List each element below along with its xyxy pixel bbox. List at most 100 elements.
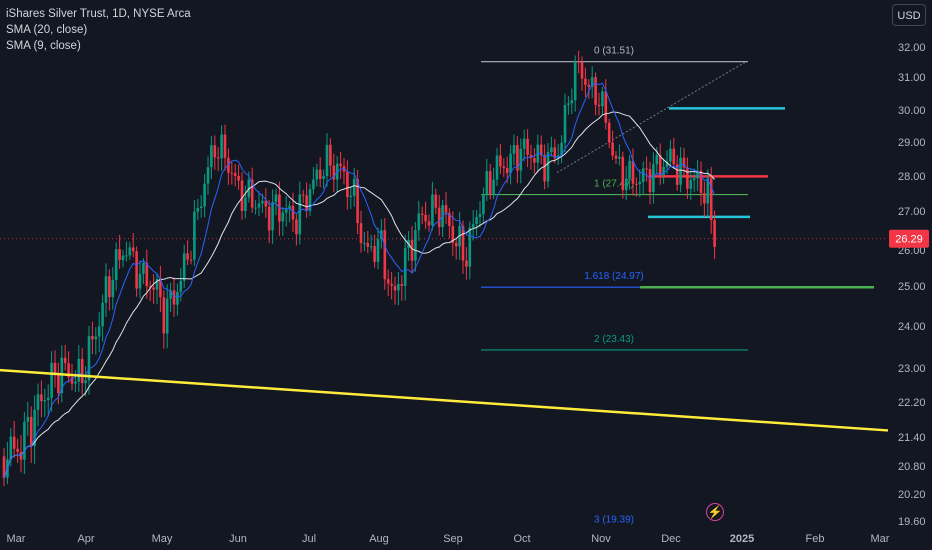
candle-body bbox=[359, 223, 363, 244]
candle-body bbox=[461, 226, 465, 261]
candle-body bbox=[94, 336, 98, 340]
fib-trend-line bbox=[556, 61, 747, 174]
lightning-icon[interactable]: ⚡ bbox=[706, 503, 724, 521]
candle-body bbox=[533, 157, 536, 163]
candle-body bbox=[696, 170, 699, 179]
candle-body bbox=[40, 394, 43, 402]
candle-body bbox=[264, 200, 268, 207]
candle-body bbox=[114, 249, 118, 281]
fib-level-label: 3 (19.39) bbox=[594, 514, 634, 525]
x-tick-label: Jun bbox=[229, 533, 247, 545]
sma9-label: SMA (9, close) bbox=[6, 40, 81, 52]
candle-body bbox=[305, 195, 308, 211]
candle-body bbox=[301, 194, 305, 196]
currency-button[interactable]: USD bbox=[892, 4, 926, 26]
sma20-label: SMA (20, close) bbox=[6, 24, 88, 36]
y-tick-label: 26.00 bbox=[898, 245, 926, 257]
candle-body bbox=[614, 155, 618, 159]
candle-body bbox=[618, 156, 621, 159]
candle-body bbox=[199, 206, 203, 208]
candle-body bbox=[465, 260, 468, 267]
candle-body bbox=[448, 212, 451, 226]
trendline-line bbox=[0, 368, 889, 432]
candle-body bbox=[213, 145, 217, 158]
candle-body bbox=[414, 230, 417, 261]
x-tick-label: Feb bbox=[806, 533, 825, 545]
fib-level-label: 1 (27.47) bbox=[594, 179, 634, 190]
candle-body bbox=[567, 103, 570, 105]
candle-body bbox=[240, 180, 244, 211]
candle-body bbox=[271, 202, 274, 231]
candle-body bbox=[291, 205, 295, 220]
horizontal-levels bbox=[0, 107, 888, 289]
candle-body bbox=[165, 298, 169, 334]
candle-body bbox=[339, 163, 342, 167]
candle-body bbox=[560, 142, 563, 156]
candle-body bbox=[454, 242, 458, 247]
candle-body bbox=[590, 77, 594, 87]
candle-body bbox=[67, 363, 70, 378]
candle-body bbox=[417, 213, 421, 231]
candle-body bbox=[125, 255, 128, 257]
fibonacci-extension: 0 (31.51) 1 (27.47) 1.618 (24.97) 2 (23.43)… bbox=[481, 46, 748, 525]
candle-body bbox=[403, 248, 407, 286]
candle-body bbox=[148, 286, 152, 288]
candle-body bbox=[135, 251, 138, 289]
candle-body bbox=[682, 157, 686, 168]
candle-body bbox=[23, 421, 26, 460]
candle-body bbox=[159, 278, 162, 298]
candle-body bbox=[475, 216, 478, 225]
candle-body bbox=[155, 278, 159, 290]
candle-body bbox=[131, 247, 135, 252]
candle-body bbox=[363, 242, 366, 244]
candle-body bbox=[210, 145, 213, 168]
candle-body bbox=[495, 155, 499, 180]
candle-body bbox=[295, 219, 298, 235]
candle-body bbox=[250, 179, 254, 208]
candle-body bbox=[43, 399, 47, 402]
candle-body bbox=[203, 183, 206, 207]
candle-body bbox=[145, 262, 149, 287]
candle-body bbox=[431, 194, 434, 226]
candle-body bbox=[703, 192, 706, 204]
candle-body bbox=[679, 157, 682, 185]
candle-body bbox=[692, 178, 696, 181]
y-tick-label: 23.00 bbox=[898, 363, 926, 375]
moving-averages bbox=[3, 82, 716, 478]
candle-body bbox=[2, 456, 6, 478]
candle-body bbox=[196, 207, 200, 212]
candle-body bbox=[244, 197, 247, 211]
candle-body bbox=[9, 436, 13, 460]
candle-body bbox=[437, 207, 441, 228]
candle-body bbox=[709, 178, 713, 221]
candle-body bbox=[638, 181, 642, 185]
candle-body bbox=[706, 178, 710, 204]
y-tick-label: 20.80 bbox=[898, 461, 926, 473]
candle-body bbox=[434, 194, 438, 208]
candle-body bbox=[138, 273, 142, 289]
candle-body bbox=[26, 416, 30, 422]
y-tick-label: 27.00 bbox=[898, 206, 926, 218]
candle-body bbox=[410, 239, 414, 261]
candle-body bbox=[655, 154, 659, 165]
candle-body bbox=[451, 225, 455, 243]
candle-body bbox=[325, 144, 329, 177]
candle-body bbox=[427, 221, 431, 226]
candle-body bbox=[315, 169, 319, 180]
candle-body bbox=[12, 436, 16, 449]
candle-body bbox=[63, 357, 67, 364]
candle-body bbox=[233, 173, 237, 177]
candle-body bbox=[318, 169, 322, 179]
candle-body bbox=[526, 138, 529, 155]
candle-body bbox=[648, 169, 652, 192]
candle-body bbox=[713, 220, 716, 247]
candle-body bbox=[142, 262, 145, 274]
candle-body bbox=[206, 167, 210, 184]
price-axis: 32.00 31.00 30.00 29.00 28.00 27.00 26.00 25.00… bbox=[889, 42, 929, 528]
candle-body bbox=[485, 171, 489, 195]
current-price-tag bbox=[889, 229, 929, 248]
candle-body bbox=[512, 145, 516, 154]
candle-body bbox=[57, 375, 60, 394]
candle-body bbox=[346, 171, 349, 198]
